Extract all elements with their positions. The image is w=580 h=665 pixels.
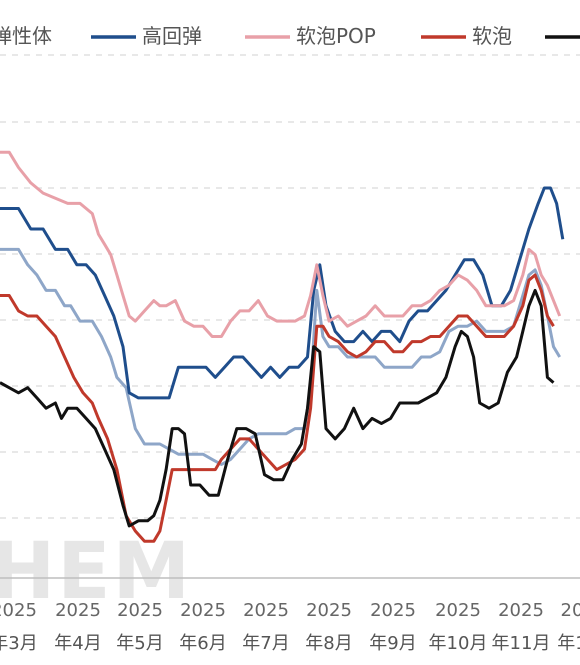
legend: 弹性体 高回弹 软泡POP 软泡: [0, 24, 580, 48]
x-tick-month-6: 年8月: [305, 633, 352, 654]
x-tick-year-5: 2025: [243, 600, 289, 621]
x-tick-year-7: 2025: [370, 600, 416, 621]
series-line-1: [0, 247, 561, 466]
x-tick-month-3: 年5月: [116, 633, 163, 654]
x-tick-month-2: 年4月: [54, 633, 101, 654]
legend-label-series-4: 软泡: [472, 24, 512, 48]
x-tick-month-9: 年11月: [492, 633, 551, 654]
x-tick-year-3: 2025: [117, 600, 163, 621]
legend-label-series-1: 弹性体: [0, 24, 52, 48]
x-tick-year-4: 2025: [180, 600, 226, 621]
gridlines: [0, 54, 580, 519]
x-tick-year-2: 2025: [55, 600, 101, 621]
x-tick-year-9: 2025: [498, 600, 544, 621]
x-axis-ticks: 2025 年3月 2025 年4月 2025 年5月 2025 年6月 2025 年7月 2025 年…: [0, 600, 580, 654]
x-tick-year-6: 2025: [306, 600, 352, 621]
legend-label-series-2: 高回弹: [142, 24, 202, 48]
series-layer: [0, 150, 565, 543]
x-tick-month-7: 年9月: [369, 633, 416, 654]
series-line-2: [0, 186, 565, 400]
x-tick-month-1: 年3月: [0, 633, 38, 654]
legend-label-series-3: 软泡POP: [296, 24, 376, 48]
x-tick-month-4: 年6月: [179, 633, 226, 654]
x-tick-month-5: 年7月: [242, 633, 289, 654]
x-tick-month-10: 年1: [557, 633, 580, 654]
watermark: HEM: [0, 527, 192, 617]
series-line-5: [0, 288, 555, 528]
x-tick-year-8: 2025: [435, 600, 481, 621]
series-line-4: [0, 273, 555, 543]
x-tick-year-10: 20: [561, 600, 580, 621]
series-line-3: [0, 150, 562, 338]
x-tick-month-8: 年10月: [429, 633, 488, 654]
x-tick-year-1: 2025: [0, 600, 37, 621]
